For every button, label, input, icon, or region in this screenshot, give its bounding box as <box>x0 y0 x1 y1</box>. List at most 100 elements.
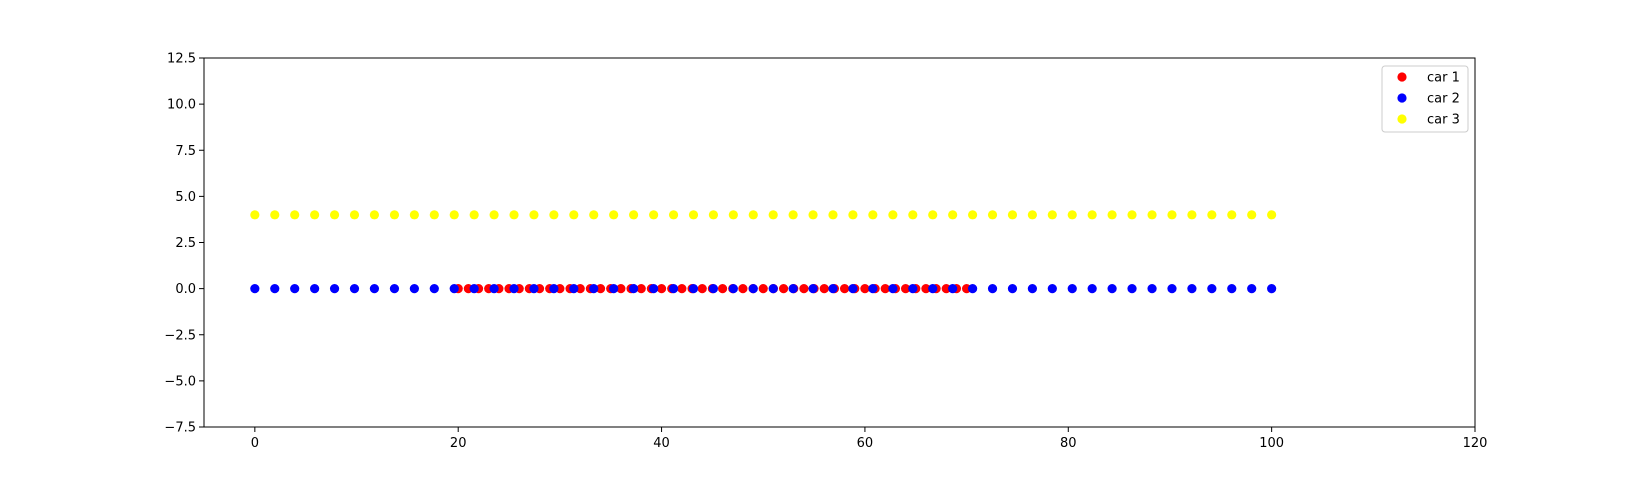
data-point <box>748 210 758 220</box>
data-point <box>589 284 599 294</box>
data-point <box>1227 210 1237 220</box>
data-point <box>928 284 938 294</box>
data-point <box>656 284 667 294</box>
data-point <box>967 284 978 294</box>
x-axis: 0 20 40 60 80 100 120 <box>251 427 1487 451</box>
data-point <box>748 284 758 294</box>
x-tick-label: 40 <box>653 436 670 451</box>
y-tick-label: −5.0 <box>164 374 196 389</box>
data-point <box>549 284 559 294</box>
data-point <box>987 210 998 220</box>
data-point <box>389 284 400 294</box>
data-point <box>768 284 778 294</box>
data-point <box>1107 284 1117 294</box>
legend-marker <box>1397 114 1407 124</box>
data-point <box>1147 284 1157 294</box>
data-point <box>1007 284 1018 294</box>
data-point <box>310 210 320 220</box>
data-point <box>270 284 280 294</box>
y-tick-label: 0.0 <box>175 282 196 297</box>
data-point <box>1067 284 1077 294</box>
data-point <box>1167 284 1177 294</box>
data-point <box>1167 210 1177 220</box>
data-points <box>250 210 1277 294</box>
data-point <box>569 284 579 294</box>
data-point <box>449 284 459 294</box>
data-point <box>688 210 699 220</box>
data-point <box>509 210 519 220</box>
data-point <box>828 210 838 220</box>
data-point <box>1247 284 1257 294</box>
data-point <box>569 210 579 220</box>
data-point <box>1267 210 1277 220</box>
data-point <box>290 210 300 220</box>
data-point <box>628 284 639 294</box>
y-tick-label: 10.0 <box>167 98 196 113</box>
data-point <box>848 284 858 294</box>
data-point <box>389 210 400 220</box>
data-point <box>808 284 818 294</box>
data-point <box>697 284 707 294</box>
data-point <box>928 210 938 220</box>
data-point <box>1027 210 1037 220</box>
data-point <box>908 284 918 294</box>
data-point <box>270 210 280 220</box>
data-point <box>489 210 499 220</box>
x-tick-label: 100 <box>1259 436 1284 451</box>
data-point <box>1027 284 1037 294</box>
data-point <box>329 210 340 220</box>
x-tick-label: 0 <box>251 436 259 451</box>
data-point <box>1047 284 1057 294</box>
data-point <box>778 284 789 294</box>
data-point <box>948 210 958 220</box>
data-point <box>1207 210 1217 220</box>
data-point <box>549 210 559 220</box>
data-point <box>469 210 479 220</box>
data-point <box>1247 210 1257 220</box>
data-point <box>250 210 260 220</box>
data-point <box>717 284 728 294</box>
x-tick-label: 60 <box>857 436 874 451</box>
data-point <box>636 284 646 294</box>
data-point <box>449 210 459 220</box>
legend-label: car 1 <box>1427 71 1460 86</box>
data-point <box>880 284 890 294</box>
data-point <box>369 210 380 220</box>
data-point <box>429 284 439 294</box>
data-point <box>609 284 619 294</box>
data-point <box>1187 284 1197 294</box>
legend: car 1 car 2 car 3 <box>1381 65 1469 133</box>
data-point <box>409 210 419 220</box>
series-car-3 <box>250 210 1277 220</box>
data-point <box>788 284 798 294</box>
data-point <box>1007 210 1018 220</box>
legend-label: car 3 <box>1427 113 1460 128</box>
y-tick-label: −7.5 <box>164 421 196 436</box>
data-point <box>310 284 320 294</box>
data-point <box>1107 210 1117 220</box>
x-tick-label: 80 <box>1060 436 1077 451</box>
data-point <box>967 210 978 220</box>
data-point <box>575 284 585 294</box>
data-point <box>429 210 439 220</box>
data-point <box>987 284 998 294</box>
data-point <box>649 284 659 294</box>
data-point <box>668 284 679 294</box>
data-point <box>668 210 679 220</box>
legend-marker <box>1397 93 1407 103</box>
data-point <box>888 210 898 220</box>
data-point <box>788 210 798 220</box>
data-point <box>649 210 659 220</box>
data-point <box>860 284 870 294</box>
data-point <box>908 210 918 220</box>
data-point <box>409 284 419 294</box>
data-point <box>369 284 380 294</box>
data-point <box>329 284 340 294</box>
data-point <box>349 210 360 220</box>
data-point <box>708 284 719 294</box>
data-point <box>1087 284 1097 294</box>
data-point <box>1127 210 1137 220</box>
data-point <box>1207 284 1217 294</box>
